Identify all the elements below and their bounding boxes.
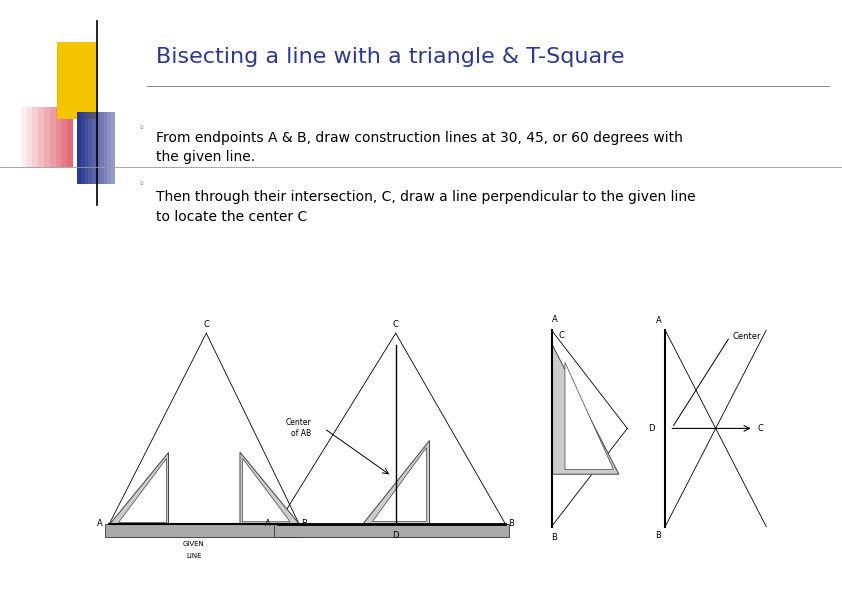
Text: A: A — [552, 315, 557, 324]
Text: ◦: ◦ — [139, 123, 144, 133]
Text: A: A — [97, 519, 103, 528]
Bar — [57, 42, 98, 119]
Polygon shape — [242, 458, 290, 522]
Bar — [274, 524, 509, 537]
Text: LINE: LINE — [186, 553, 201, 559]
Text: From endpoints A & B, draw construction lines at 30, 45, or 60 degrees with
the : From endpoints A & B, draw construction … — [156, 131, 683, 164]
Polygon shape — [565, 362, 614, 469]
Bar — [105, 524, 303, 537]
Text: C: C — [393, 320, 398, 329]
Polygon shape — [118, 458, 166, 522]
Text: B: B — [552, 533, 557, 541]
Text: B: B — [301, 519, 307, 528]
Polygon shape — [362, 440, 429, 524]
Text: ◦: ◦ — [139, 180, 144, 189]
Text: A: A — [265, 519, 271, 528]
Text: Center: Center — [733, 331, 761, 341]
Text: Then through their intersection, C, draw a line perpendicular to the given line
: Then through their intersection, C, draw… — [156, 190, 695, 224]
Text: D: D — [392, 531, 399, 540]
Text: C: C — [558, 331, 564, 340]
Text: Center
of AB: Center of AB — [285, 418, 312, 439]
Polygon shape — [240, 452, 299, 524]
Polygon shape — [372, 447, 426, 521]
Text: B: B — [508, 519, 514, 528]
Text: C: C — [758, 424, 764, 433]
Polygon shape — [109, 452, 168, 524]
Text: A: A — [656, 317, 661, 325]
Text: D: D — [648, 424, 655, 433]
Text: B: B — [656, 531, 661, 540]
Polygon shape — [552, 343, 619, 474]
Text: Bisecting a line with a triangle & T-Square: Bisecting a line with a triangle & T-Squ… — [156, 46, 624, 67]
Text: C: C — [204, 320, 209, 329]
Text: GIVEN: GIVEN — [183, 541, 205, 547]
